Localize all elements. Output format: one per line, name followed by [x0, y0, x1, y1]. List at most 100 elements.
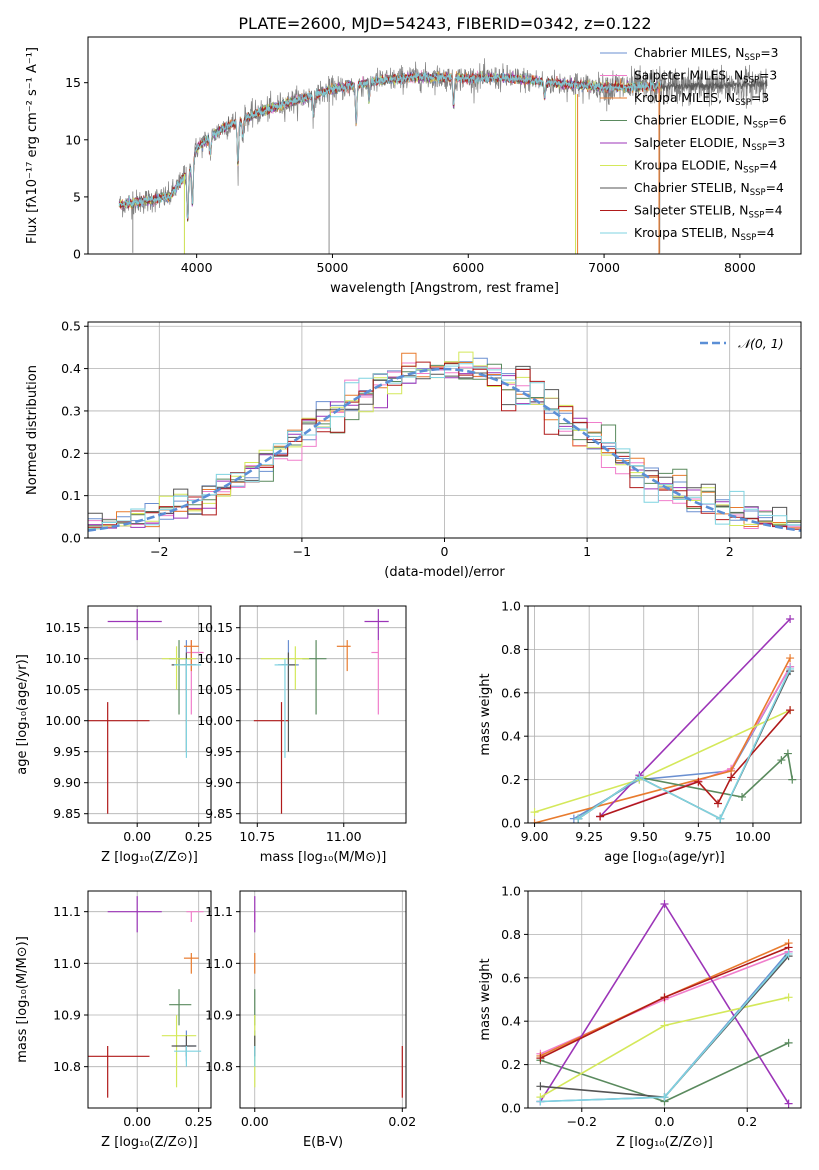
legend-label: Chabrier ELODIE, NSSP=6: [634, 114, 787, 131]
x-tick-label: −1: [293, 544, 311, 559]
weight-marker: [530, 808, 539, 817]
x-tick-label: 11.00: [326, 829, 362, 844]
y-tick-label: 10.15: [45, 620, 81, 635]
weight-marker: [784, 949, 793, 958]
panel-mass_vs_Z: 0.00 0.25 10.8 10.9 11.0 11.1 Z [log₁₀(Z/Z⊙)] m…: [15, 890, 213, 1150]
panel-mass_vs_ebv: 0.00 0.02 10.8 10.9 11.0 11.1 E(B-V): [205, 890, 416, 1150]
y-tick-label: 10.8: [53, 1059, 81, 1074]
x-tick-label: 0: [441, 544, 449, 559]
x-tick-label: 0.02: [388, 1114, 416, 1129]
weight-marker: [786, 654, 795, 663]
legend-label: Salpeter ELODIE, NSSP=3: [634, 136, 785, 153]
y-tick-label: 11.1: [205, 904, 233, 919]
x-tick-label: 10.75: [239, 829, 275, 844]
axes-border: [527, 605, 802, 824]
x-tick-label: 0.25: [185, 829, 213, 844]
y-tick-label: 11.0: [53, 956, 81, 971]
y-axis-label: mass weight: [478, 673, 493, 755]
y-axis-label: Flux [fλ10⁻¹⁷ erg cm⁻² s⁻¹ A⁻¹]: [25, 47, 40, 244]
panel-age_vs_Z: 0.00 0.25 9.85 9.90 9.95 10.00 10.05 10.10 10.15…: [15, 605, 213, 865]
weight-marker: [536, 1054, 545, 1063]
legend: Chabrier MILES, NSSP=3 Salpeter MILES, NS…: [600, 46, 787, 243]
plot-area: [88, 609, 204, 814]
y-tick-label: 1.0: [501, 884, 521, 899]
x-tick-label: 6000: [452, 260, 484, 275]
weight-marker: [716, 814, 725, 823]
axes-frame: 9.00 9.25 9.50 9.75 10.00 0.0 0.2 0.4 0.6 0.8 1.0 a…: [478, 599, 802, 865]
y-tick-label: 0.1: [61, 488, 81, 503]
y-tick-label: 10.8: [205, 1059, 233, 1074]
y-tick-label: 11.1: [53, 904, 81, 919]
x-tick-label: 0.00: [241, 1114, 269, 1129]
plot-area: [253, 609, 389, 814]
x-tick-label: 8000: [724, 260, 756, 275]
weight-marker: [714, 799, 723, 808]
y-tick-label: 0.4: [501, 729, 521, 744]
weight-marker: [530, 819, 539, 823]
x-axis-label: (data-model)/error: [384, 565, 505, 580]
weight-marker: [777, 756, 786, 765]
x-tick-label: 0.25: [185, 1114, 213, 1129]
legend-label: Salpeter STELIB, NSSP=4: [634, 204, 783, 221]
y-tick-label: 0.2: [61, 446, 81, 461]
y-tick-label: 0.0: [501, 816, 521, 831]
y-tick-label: 9.85: [205, 806, 233, 821]
legend-label: Salpeter MILES, NSSP=3: [634, 69, 777, 86]
y-tick-label: 10.05: [45, 682, 81, 697]
y-tick-label: 0: [73, 247, 81, 262]
y-tick-label: 10.9: [53, 1008, 81, 1023]
x-tick-label: 0.2: [737, 1114, 757, 1129]
weight-line: [534, 657, 791, 823]
y-tick-label: 0.4: [61, 361, 81, 376]
y-tick-label: 9.95: [205, 744, 233, 759]
axes-border: [87, 890, 212, 1109]
x-axis-label: Z [log₁₀(Z/Z⊙)]: [101, 850, 198, 865]
y-axis-label: mass [log₁₀(M/M⊙)]: [15, 936, 30, 1063]
y-tick-label: 10.05: [197, 682, 233, 697]
normal-curve: [88, 367, 801, 532]
x-tick-label: 5000: [317, 260, 349, 275]
x-tick-label: −0.2: [567, 1114, 597, 1129]
x-tick-label: 9.75: [684, 829, 712, 844]
y-tick-label: 0.8: [501, 927, 521, 942]
weight-marker: [784, 1038, 793, 1047]
weight-marker: [574, 814, 583, 823]
weight-marker: [660, 1021, 669, 1030]
axes-border: [239, 605, 407, 824]
panel-weight_vs_Z: −0.2 0.0 0.2 0.0 0.2 0.4 0.6 0.8 1.0 Z [log₁₀(Z/Z…: [478, 884, 802, 1150]
x-axis-label: wavelength [Angstrom, rest frame]: [330, 281, 559, 296]
plot-area: [530, 615, 797, 823]
y-tick-label: 0.4: [501, 1014, 521, 1029]
y-tick-label: 10.00: [45, 713, 81, 728]
axes-frame: 0.00 0.25 10.8 10.9 11.0 11.1 Z [log₁₀(Z/Z⊙)] m…: [15, 890, 213, 1150]
weight-marker: [536, 1097, 545, 1106]
y-tick-label: 9.90: [205, 775, 233, 790]
y-axis-label: Normed distribution: [25, 365, 40, 495]
weight-line: [599, 709, 791, 818]
x-tick-label: 0.00: [123, 1114, 151, 1129]
weight-marker: [536, 1082, 545, 1091]
weight-marker: [596, 812, 605, 821]
panel-weight_vs_age: 9.00 9.25 9.50 9.75 10.00 0.0 0.2 0.4 0.6 0.8 1.0 a…: [478, 599, 802, 865]
y-tick-label: 5: [73, 189, 81, 204]
legend-label: Kroupa STELIB, NSSP=4: [634, 226, 775, 243]
x-tick-label: 10.00: [735, 829, 771, 844]
axes-frame: 0.00 0.25 9.85 9.90 9.95 10.00 10.05 10.10 10.15…: [15, 605, 213, 865]
y-tick-label: 10.10: [197, 651, 233, 666]
weight-marker: [727, 773, 736, 782]
weight-marker: [783, 749, 792, 758]
y-axis-label: mass weight: [478, 958, 493, 1040]
axes-frame: 𝒩(0, 1) −2 −1 0 1 2 0.0 0.1 0.2 0.3 0.4 0.5 (data-mo…: [25, 319, 802, 580]
y-tick-label: 10.9: [205, 1008, 233, 1023]
axes-frame: Chabrier MILES, NSSP=3 Salpeter MILES, NS…: [25, 36, 802, 296]
panel-spectrum: Chabrier MILES, NSSP=3 Salpeter MILES, NS…: [25, 36, 802, 296]
axes-frame: 10.75 11.00 9.85 9.90 9.95 10.00 10.05 10.10 10.…: [197, 605, 407, 865]
weight-marker: [660, 993, 669, 1002]
x-tick-label: −2: [150, 544, 168, 559]
legend-label: Kroupa MILES, NSSP=3: [634, 91, 769, 108]
weight-marker: [786, 664, 795, 673]
y-tick-label: 15: [65, 75, 81, 90]
axes-frame: 0.00 0.02 10.8 10.9 11.0 11.1 E(B-V): [205, 890, 416, 1150]
y-tick-label: 0.6: [501, 970, 521, 985]
